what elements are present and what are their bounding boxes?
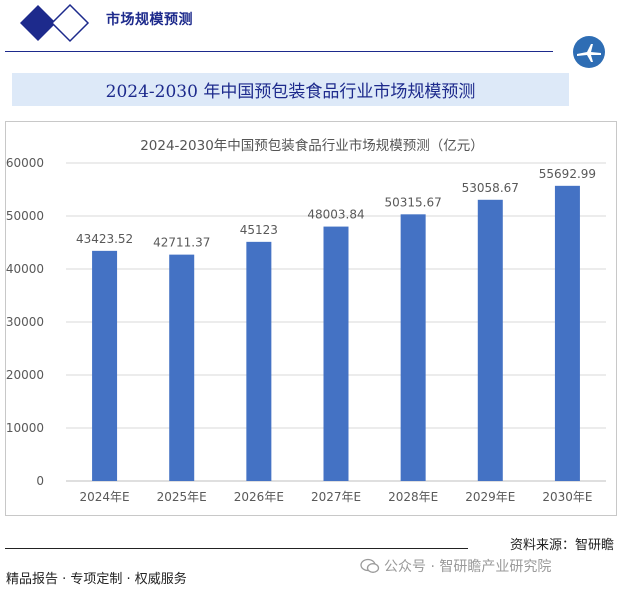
banner-title: 2024-2030 年中国预包装食品行业市场规模预测 xyxy=(105,82,476,102)
x-tick-label: 2026年E xyxy=(234,490,284,504)
y-tick-label: 10000 xyxy=(6,421,44,435)
x-tick-label: 2028年E xyxy=(388,490,438,504)
y-tick-label: 0 xyxy=(36,474,44,488)
bar xyxy=(169,254,195,481)
title-banner: 2024-2030 年中国预包装食品行业市场规模预测 xyxy=(12,73,569,106)
bar xyxy=(246,241,272,481)
watermark: 公众号 · 智研瞻产业研究院 xyxy=(360,556,551,576)
x-tick-label: 2030年E xyxy=(542,490,592,504)
bar xyxy=(323,226,349,481)
y-tick-label: 60000 xyxy=(6,156,44,170)
data-label: 43423.52 xyxy=(76,232,133,246)
footer-tagline: 精品报告 · 专项定制 · 权威服务 xyxy=(6,572,187,587)
bar xyxy=(554,185,580,481)
wechat-icon xyxy=(360,558,380,573)
x-tick-label: 2029年E xyxy=(465,490,515,504)
chart-frame: 2024-2030年中国预包装食品行业市场规模预测（亿元） 0 10000 2000… xyxy=(5,121,617,516)
header-title: 市场规模预测 xyxy=(106,12,193,28)
chart-title: 2024-2030年中国预包装食品行业市场规模预测（亿元） xyxy=(140,137,484,154)
plane-badge-icon xyxy=(573,36,605,68)
y-tick-label: 20000 xyxy=(6,368,44,382)
bar xyxy=(400,214,426,481)
y-tick-label: 30000 xyxy=(6,315,44,329)
y-tick-label: 40000 xyxy=(6,262,44,276)
source-text: 资料来源：智研瞻 xyxy=(509,538,614,553)
x-tick-label: 2024年E xyxy=(80,490,130,504)
data-label: 50315.67 xyxy=(385,195,442,209)
diamond-logo-icon xyxy=(20,3,90,43)
data-label: 42711.37 xyxy=(153,236,210,250)
bar xyxy=(477,199,503,481)
data-label: 55692.99 xyxy=(539,167,596,181)
x-tick-label: 2027年E xyxy=(311,490,361,504)
bar xyxy=(92,250,118,481)
footer-divider xyxy=(5,548,468,549)
data-label: 53058.67 xyxy=(462,181,519,195)
header-divider xyxy=(5,51,553,52)
data-label: 48003.84 xyxy=(307,208,364,222)
y-tick-label: 50000 xyxy=(6,209,44,223)
data-label: 45123 xyxy=(240,223,278,237)
x-tick-label: 2025年E xyxy=(157,490,207,504)
bar-chart: 2024-2030年中国预包装食品行业市场规模预测（亿元） 0 10000 2000… xyxy=(6,137,606,504)
watermark-text: 公众号 · 智研瞻产业研究院 xyxy=(384,559,552,575)
